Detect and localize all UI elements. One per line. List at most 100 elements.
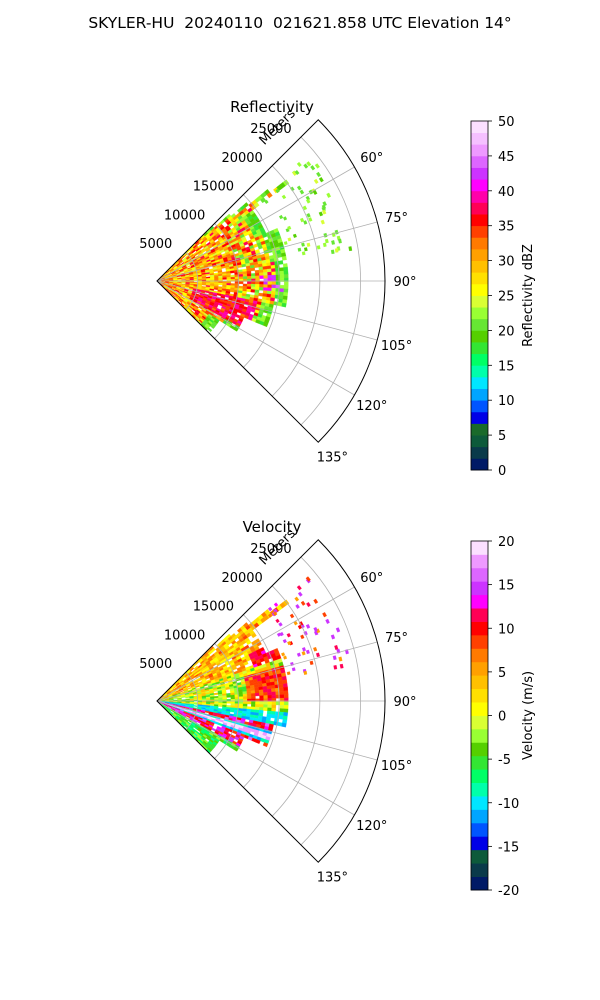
radar-cell	[263, 272, 268, 276]
radar-cell	[283, 655, 287, 660]
radar-cell	[279, 704, 285, 709]
radar-cell	[283, 705, 289, 710]
radar-cell	[283, 292, 288, 297]
radar-cell	[270, 681, 276, 686]
radar-cell	[242, 701, 248, 705]
radar-cell	[242, 271, 248, 275]
radar-cell	[271, 701, 277, 706]
colorbar-tick-label: 50	[498, 115, 515, 130]
colorbar-swatch	[471, 822, 488, 837]
radar-cell	[296, 161, 302, 168]
azimuth-tick-label: 75°	[385, 211, 408, 226]
radar-cell	[263, 692, 268, 696]
colorbar-tick-label: -15	[498, 840, 519, 855]
radar-cell	[210, 281, 215, 284]
radar-cell	[218, 697, 223, 700]
radar-cell	[230, 274, 236, 278]
radar-cell	[279, 284, 285, 289]
radar-cell	[255, 692, 260, 697]
radar-cell	[278, 680, 284, 685]
radar-cell	[322, 242, 327, 248]
azimuth-line	[156, 586, 355, 702]
radar-cell	[222, 277, 227, 280]
azimuth-tick-label: 120°	[356, 399, 387, 414]
colorbar-swatch	[471, 782, 488, 797]
radar-cell	[242, 696, 248, 700]
radar-cell	[214, 697, 219, 700]
radar-cell	[279, 267, 284, 272]
radar-cell	[271, 694, 277, 699]
radar-cell	[218, 277, 223, 280]
colorbar-swatch	[471, 307, 488, 320]
radar-cell	[206, 278, 211, 281]
radar-cell	[279, 690, 285, 695]
radar-cell	[267, 707, 272, 712]
radar-cell	[173, 698, 178, 700]
radar-cell	[304, 247, 308, 252]
radar-cell	[209, 324, 215, 330]
radar-cell	[258, 292, 264, 297]
azimuth-tick-label: 75°	[385, 631, 408, 646]
radar-cell	[267, 271, 272, 276]
radar-cell	[259, 287, 264, 291]
colorbar-swatch	[471, 541, 488, 555]
colorbar-swatch	[471, 121, 488, 134]
radar-cell	[213, 287, 219, 291]
radar-cell	[258, 686, 264, 691]
radar-cell	[313, 178, 319, 185]
colorbar-swatch	[471, 388, 488, 401]
radar-cell	[297, 247, 302, 252]
radar-cell	[229, 289, 235, 293]
radar-cell	[222, 697, 227, 700]
radar-cell	[259, 284, 264, 288]
radar-cell	[305, 623, 311, 629]
radar-cell	[254, 269, 260, 274]
radar-cell	[284, 701, 289, 706]
radar-cell	[246, 273, 252, 277]
radar-cell	[254, 286, 260, 291]
colorbar-tick-label: 10	[498, 394, 515, 409]
radar-cell	[283, 686, 289, 692]
colorbar-swatch	[471, 295, 488, 308]
radar-cell	[279, 711, 284, 716]
radar-cell	[282, 263, 288, 268]
radar-cell	[267, 688, 272, 693]
radar-cell	[222, 695, 227, 698]
radar-cell	[246, 288, 252, 293]
colorbar-tick-label: 5	[498, 666, 506, 681]
radar-cell	[201, 283, 207, 286]
radial-tick-label: 15000	[193, 180, 234, 195]
azimuth-tick-label: 135°	[317, 450, 348, 465]
colorbar-tick-label: 15	[498, 579, 515, 594]
azimuth-tick-label: 135°	[317, 870, 348, 885]
colorbar-swatch	[471, 876, 488, 891]
colorbar-swatch	[471, 769, 488, 784]
radar-cell	[279, 708, 285, 713]
radar-cell	[314, 163, 320, 169]
colorbar-swatch	[471, 225, 488, 238]
radar-cell	[306, 212, 311, 218]
radar-cell	[286, 633, 291, 638]
radar-cell	[279, 701, 285, 706]
colorbar-swatch	[471, 144, 488, 157]
radar-cell	[258, 269, 264, 274]
radar-cell	[271, 704, 277, 709]
colorbar-tick-label: -5	[498, 753, 511, 768]
radar-cell	[294, 596, 300, 602]
radar-cell	[305, 198, 311, 204]
radar-cell	[270, 684, 276, 689]
radar-cell	[283, 690, 289, 695]
azimuth-tick-label: 105°	[381, 759, 412, 774]
radar-cell	[242, 283, 248, 287]
radar-cell	[300, 634, 305, 640]
colorbar-swatch	[471, 318, 488, 331]
radar-cell	[226, 701, 232, 704]
radar-cell	[301, 242, 305, 247]
radar-cell	[267, 284, 272, 289]
radar-cell	[264, 199, 269, 205]
radar-cell	[296, 585, 302, 591]
radar-cell	[266, 685, 272, 690]
radar-cell	[213, 692, 219, 696]
radar-cell	[263, 284, 268, 288]
radar-cell	[283, 266, 289, 272]
